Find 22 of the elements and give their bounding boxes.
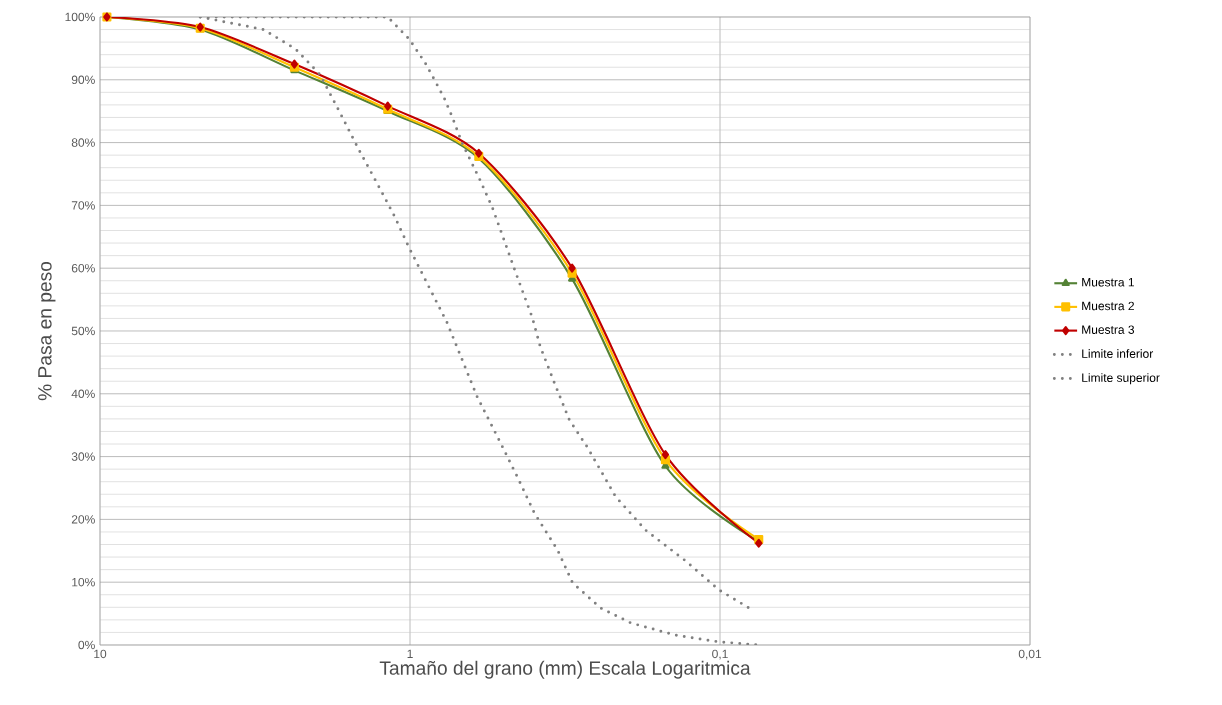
y-tick-label: 30% xyxy=(71,452,95,461)
y-tick-label: 100% xyxy=(65,12,95,22)
y-tick-label: 70% xyxy=(71,201,95,210)
legend-label: Limite inferior xyxy=(1082,349,1154,358)
legend-label: Muestra 1 xyxy=(1082,278,1134,287)
x-axis-title: Tamaño del grano (mm) Escala Logaritmica xyxy=(379,660,751,679)
x-tick-label: 0,01 xyxy=(1018,649,1042,660)
y-tick-label: 90% xyxy=(71,75,95,85)
y-tick-label: 0% xyxy=(78,640,95,650)
y-axis-title: % Pasa en peso xyxy=(38,261,56,401)
legend-label: Muestra 2 xyxy=(1082,301,1134,311)
legend-label: Limite superior xyxy=(1082,373,1160,385)
y-tick-label: 50% xyxy=(71,326,95,336)
y-tick-label: 80% xyxy=(71,138,95,147)
y-tick-label: 20% xyxy=(71,515,95,524)
x-tick-label: 10 xyxy=(94,649,107,659)
y-tick-label: 60% xyxy=(71,263,95,273)
y-tick-label: 10% xyxy=(72,577,95,587)
legend-label: Muestra 3 xyxy=(1082,325,1135,334)
x-tick-label: 0,1 xyxy=(712,649,728,660)
x-tick-label: 1 xyxy=(407,649,413,658)
y-tick-label: 40% xyxy=(71,389,95,399)
